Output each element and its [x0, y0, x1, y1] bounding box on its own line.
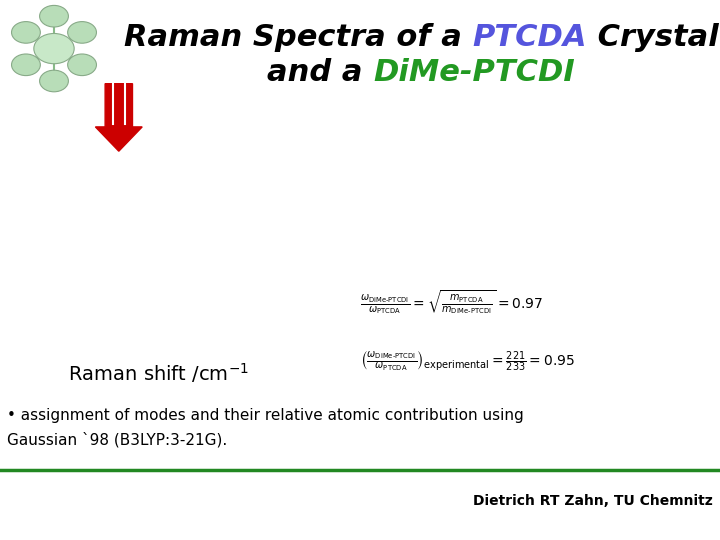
Text: Gaussian `98 (B3LYP:3-21G).: Gaussian `98 (B3LYP:3-21G).: [7, 433, 228, 448]
Text: Crystal: Crystal: [587, 23, 719, 52]
Text: Raman shift /cm$^{-1}$: Raman shift /cm$^{-1}$: [68, 361, 249, 384]
Circle shape: [12, 54, 40, 76]
Circle shape: [68, 54, 96, 76]
FancyArrow shape: [95, 84, 143, 151]
Text: $\left(\frac{\omega_{\rm DiMe\text{-}PTCDI}}{\omega_{\rm PTCDA}}\right)_{\rm exp: $\left(\frac{\omega_{\rm DiMe\text{-}PTC…: [360, 350, 575, 374]
Circle shape: [12, 22, 40, 43]
Text: PTCDA: PTCDA: [472, 23, 587, 52]
Text: • assignment of modes and their relative atomic contribution using: • assignment of modes and their relative…: [7, 408, 524, 423]
Text: and a: and a: [267, 58, 374, 87]
Circle shape: [68, 22, 96, 43]
Circle shape: [34, 33, 74, 64]
Circle shape: [40, 70, 68, 92]
Text: $\frac{\omega_{\rm DiMe\text{-}PTCDI}}{\omega_{\rm PTCDA}}$$= \sqrt{\frac{m_{\rm: $\frac{\omega_{\rm DiMe\text{-}PTCDI}}{\…: [360, 288, 543, 316]
Text: Raman Spectra of a: Raman Spectra of a: [124, 23, 472, 52]
Text: Dietrich RT Zahn, TU Chemnitz: Dietrich RT Zahn, TU Chemnitz: [473, 494, 713, 508]
Circle shape: [40, 5, 68, 27]
Text: DiMe-PTCDI: DiMe-PTCDI: [374, 58, 575, 87]
